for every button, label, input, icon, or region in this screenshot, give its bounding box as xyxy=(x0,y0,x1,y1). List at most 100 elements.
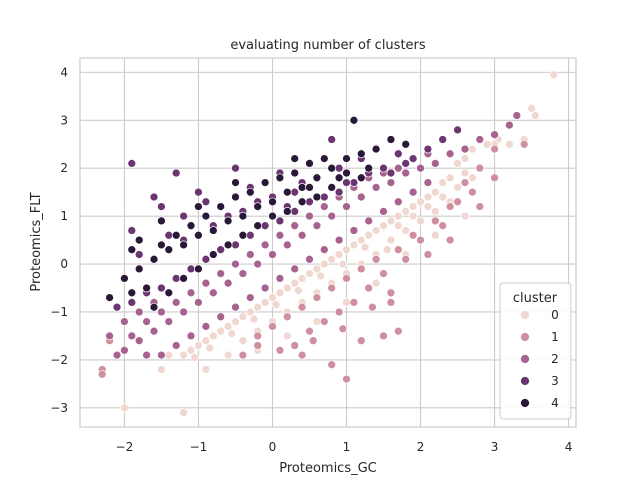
point-cluster-3 xyxy=(393,149,403,159)
point-cluster-4 xyxy=(319,154,329,163)
point-cluster-4 xyxy=(186,221,196,231)
point-cluster-0 xyxy=(505,139,514,149)
point-cluster-2 xyxy=(194,298,203,307)
point-cluster-0 xyxy=(416,216,425,226)
point-cluster-2 xyxy=(423,178,433,187)
point-cluster-3 xyxy=(438,135,448,144)
point-cluster-0 xyxy=(268,293,277,302)
point-cluster-4 xyxy=(216,202,226,211)
point-cluster-3 xyxy=(127,226,137,235)
point-cluster-4 xyxy=(297,183,307,192)
point-cluster-2 xyxy=(142,350,151,360)
point-cluster-4 xyxy=(223,216,233,226)
point-cluster-0 xyxy=(179,350,188,360)
legend-marker xyxy=(520,332,530,342)
point-cluster-0 xyxy=(460,211,470,221)
point-cluster-4 xyxy=(201,211,211,221)
point-cluster-3 xyxy=(171,168,181,178)
point-cluster-0 xyxy=(386,216,396,226)
point-cluster-0 xyxy=(282,331,292,341)
point-cluster-4 xyxy=(164,245,174,255)
point-cluster-0 xyxy=(371,278,381,288)
point-cluster-4 xyxy=(127,288,137,298)
x-tick-label: 3 xyxy=(491,440,499,454)
point-cluster-2 xyxy=(282,240,292,250)
legend-label: 3 xyxy=(551,374,559,388)
point-cluster-0 xyxy=(445,173,455,183)
x-tick-label: −1 xyxy=(190,440,208,454)
point-cluster-0 xyxy=(282,283,292,293)
point-cluster-3 xyxy=(342,178,351,187)
point-cluster-4 xyxy=(253,221,263,231)
point-cluster-4 xyxy=(342,154,351,163)
point-cluster-2 xyxy=(186,288,196,298)
point-cluster-0 xyxy=(312,264,322,274)
point-cluster-4 xyxy=(157,216,166,226)
point-cluster-0 xyxy=(201,365,211,374)
point-cluster-1 xyxy=(319,317,329,326)
x-tick-label: 0 xyxy=(269,440,277,454)
point-cluster-2 xyxy=(371,183,381,192)
point-cluster-2 xyxy=(490,130,499,140)
point-cluster-1 xyxy=(423,250,433,259)
point-cluster-3 xyxy=(275,216,285,226)
point-cluster-4 xyxy=(245,187,255,197)
point-cluster-1 xyxy=(371,254,381,264)
point-cluster-2 xyxy=(260,283,270,293)
point-cluster-1 xyxy=(356,336,366,346)
point-cluster-3 xyxy=(305,197,314,207)
point-cluster-0 xyxy=(186,345,196,355)
point-cluster-0 xyxy=(164,350,174,360)
point-cluster-1 xyxy=(253,341,263,350)
point-cluster-2 xyxy=(416,163,425,173)
point-cluster-1 xyxy=(468,187,477,197)
y-tick-label: 3 xyxy=(60,113,68,127)
point-cluster-4 xyxy=(157,240,166,250)
point-cluster-1 xyxy=(445,235,455,245)
point-cluster-0 xyxy=(430,187,440,197)
point-cluster-0 xyxy=(249,314,259,324)
legend-marker xyxy=(520,354,530,364)
point-cluster-1 xyxy=(460,178,470,187)
point-cluster-3 xyxy=(260,221,270,231)
legend-label: 4 xyxy=(551,396,559,410)
legend-title: cluster xyxy=(513,291,558,306)
point-cluster-3 xyxy=(319,192,329,202)
point-cluster-0 xyxy=(549,70,559,80)
point-cluster-0 xyxy=(223,350,233,360)
point-cluster-2 xyxy=(290,264,300,274)
y-tick-label: −2 xyxy=(50,353,68,367)
point-cluster-2 xyxy=(231,302,240,312)
point-cluster-4 xyxy=(401,139,411,149)
point-cluster-0 xyxy=(453,159,462,168)
point-cluster-1 xyxy=(327,360,337,370)
point-cluster-4 xyxy=(149,254,159,264)
point-cluster-4 xyxy=(282,207,292,216)
legend-label: 2 xyxy=(551,352,559,366)
point-cluster-3 xyxy=(112,302,122,312)
point-cluster-4 xyxy=(231,178,240,187)
point-cluster-2 xyxy=(120,345,129,355)
point-cluster-4 xyxy=(327,183,337,192)
point-cluster-4 xyxy=(127,245,137,255)
point-cluster-1 xyxy=(475,202,485,211)
point-cluster-4 xyxy=(238,230,248,240)
point-cluster-0 xyxy=(245,307,255,317)
x-axis-title: Proteomics_GC xyxy=(279,461,377,476)
point-cluster-0 xyxy=(157,365,166,374)
point-cluster-4 xyxy=(238,211,248,221)
point-cluster-3 xyxy=(453,125,462,135)
point-cluster-0 xyxy=(231,317,240,326)
legend-label: 0 xyxy=(551,308,559,322)
point-cluster-0 xyxy=(316,271,325,281)
point-cluster-4 xyxy=(334,173,344,183)
point-cluster-4 xyxy=(356,173,366,183)
point-cluster-0 xyxy=(194,341,203,350)
point-cluster-1 xyxy=(379,269,388,278)
data-points xyxy=(97,70,559,417)
point-cluster-4 xyxy=(194,230,203,240)
point-cluster-2 xyxy=(164,317,174,326)
point-cluster-2 xyxy=(430,159,440,168)
point-cluster-2 xyxy=(393,197,403,207)
legend: cluster 0 1 2 3 4 xyxy=(499,282,572,420)
